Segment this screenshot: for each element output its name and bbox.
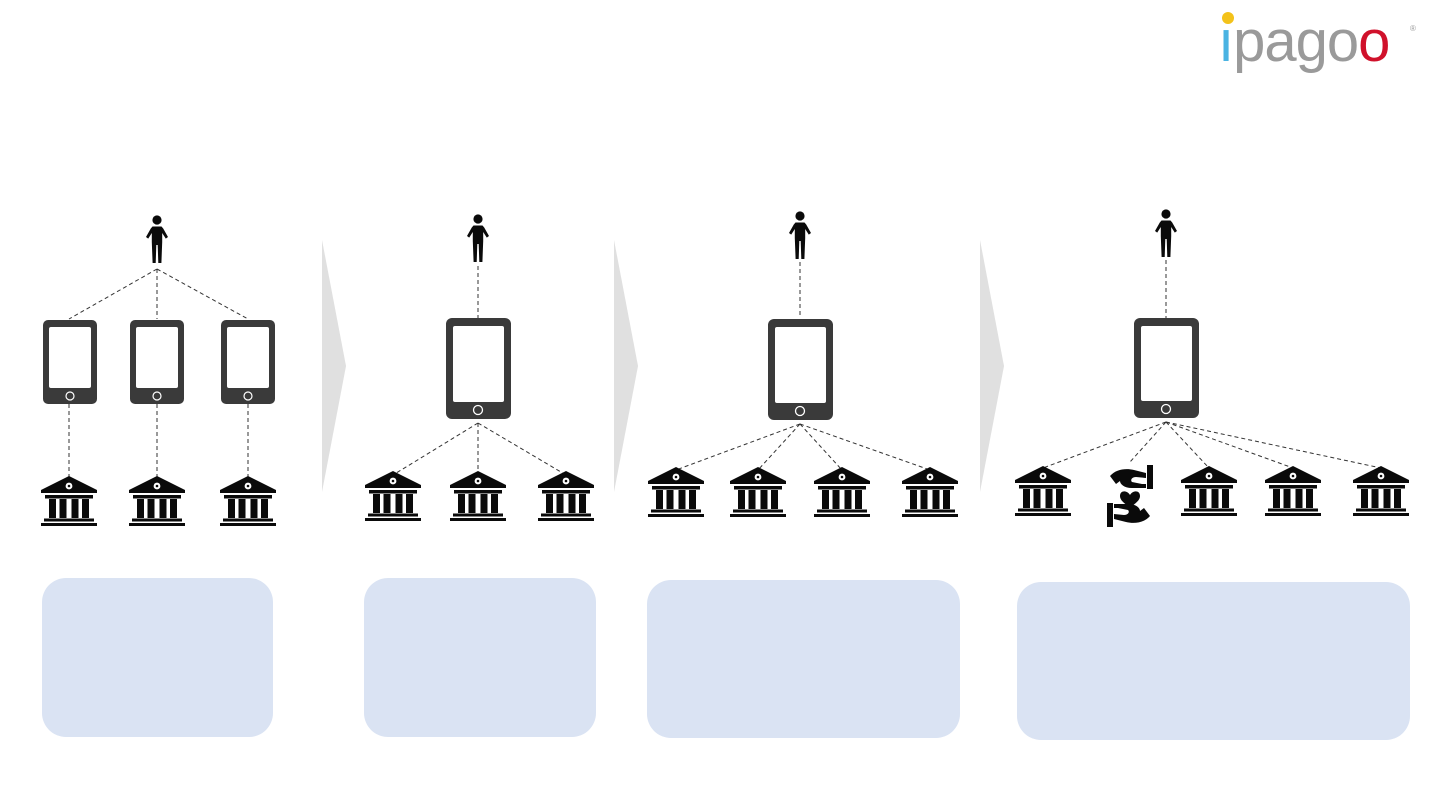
phone-icon — [221, 320, 275, 404]
stage-1-panel — [42, 578, 273, 737]
connector — [799, 423, 931, 471]
logo-dot — [1222, 12, 1234, 24]
stage-3-connectors — [675, 262, 931, 471]
stage-4 — [1015, 209, 1410, 740]
person-icon — [1155, 209, 1177, 257]
connector — [156, 268, 249, 320]
care-hands-icon — [1107, 465, 1153, 527]
connector — [1165, 421, 1382, 469]
logo-text: ıpagoo — [1218, 8, 1390, 76]
stage-1-connectors — [68, 268, 249, 480]
bank-icon — [730, 467, 786, 517]
ipagoo-logo: ıpagoo ® — [1218, 8, 1418, 80]
connector — [1165, 421, 1294, 469]
arrow-3-to-4 — [980, 240, 1004, 492]
bank-icon — [538, 471, 594, 521]
stage-2-connectors — [392, 266, 567, 476]
person-icon — [146, 215, 168, 263]
stage-4-connectors — [1042, 260, 1382, 469]
arrow-2-to-3 — [614, 240, 638, 492]
phone-icon — [130, 320, 184, 404]
person-icon — [789, 211, 811, 259]
bank-icon — [1015, 466, 1071, 516]
bank-icon — [1181, 466, 1237, 516]
connector — [68, 268, 158, 320]
connector — [1042, 421, 1167, 469]
stage-2-panel — [364, 578, 596, 737]
logo-registered-mark: ® — [1410, 24, 1416, 33]
phone-icon — [43, 320, 97, 404]
connector — [1165, 421, 1210, 469]
connector — [675, 423, 801, 471]
person-icon — [467, 214, 489, 262]
bank-icon — [220, 476, 276, 526]
transition-arrows — [322, 240, 1004, 492]
stage-3-panel — [647, 580, 960, 738]
logo-letter-i: ı — [1218, 9, 1234, 74]
connector — [1129, 421, 1167, 463]
arrow-1-to-2 — [322, 240, 346, 492]
stage-3 — [647, 211, 960, 738]
connector — [392, 422, 479, 476]
bank-icon — [129, 476, 185, 526]
bank-icon — [1353, 466, 1409, 516]
logo-letter-o-red: o — [1358, 9, 1390, 74]
bank-icon — [902, 467, 958, 517]
connector — [799, 423, 843, 471]
phone-icon — [446, 318, 511, 419]
bank-icon — [450, 471, 506, 521]
bank-icon — [814, 467, 870, 517]
bank-icon — [41, 476, 97, 526]
logo-letters-oo: o — [1326, 9, 1359, 74]
connector — [757, 423, 801, 471]
stage-4-panel — [1017, 582, 1410, 740]
stage-1 — [41, 215, 276, 737]
logo-letters-pag: pag — [1233, 9, 1328, 74]
bank-icon — [365, 471, 421, 521]
phone-icon — [1134, 318, 1199, 418]
bank-icon — [1265, 466, 1321, 516]
connector — [477, 422, 567, 476]
bank-icon — [648, 467, 704, 517]
phone-icon — [768, 319, 833, 420]
stage-2 — [364, 214, 596, 737]
